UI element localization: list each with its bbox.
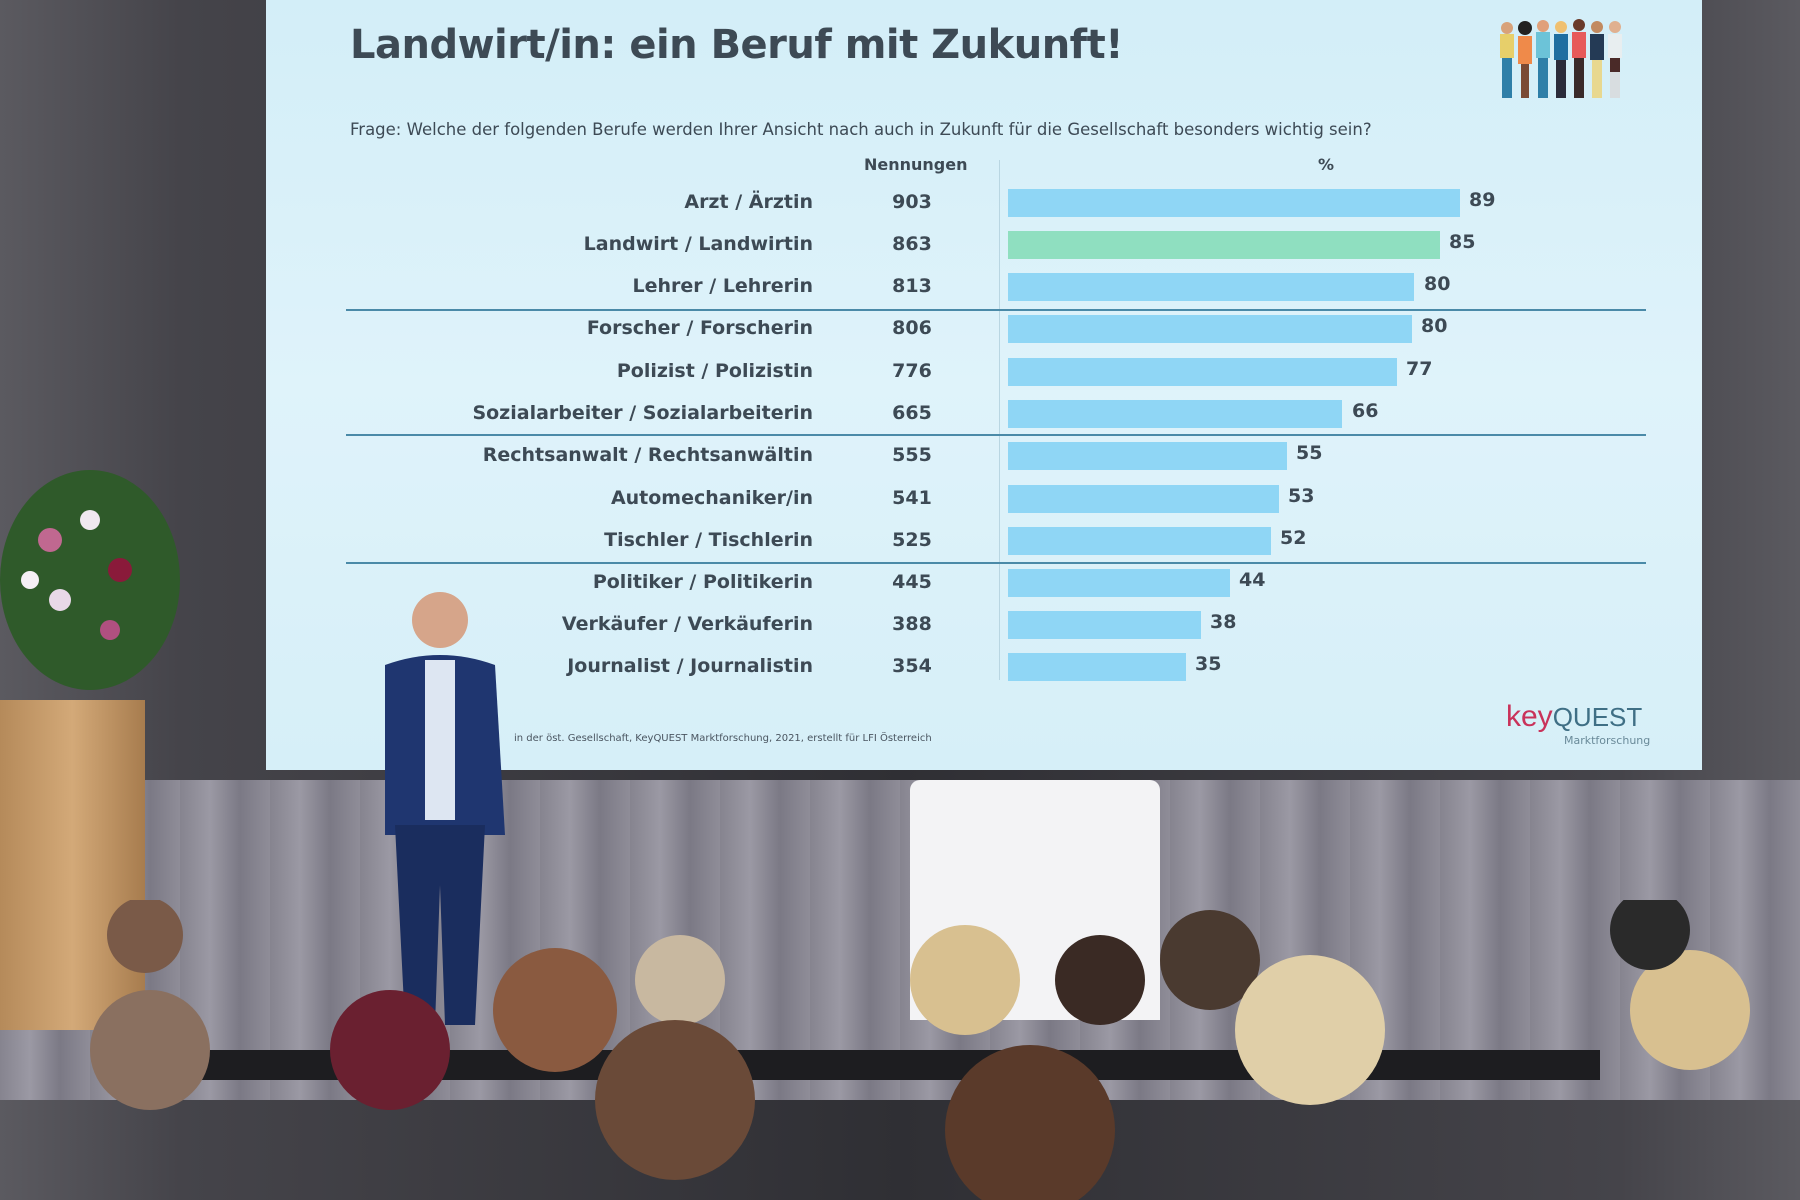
logo-quest-text: QUEST <box>1552 702 1643 732</box>
row-label: Journalist / Journalistin <box>567 655 813 677</box>
row-bar <box>1008 400 1342 428</box>
table-row: Sozialarbeiter / Sozialarbeiterin 665 66 <box>266 394 1702 436</box>
row-count: 354 <box>892 655 932 677</box>
row-label: Automechaniker/in <box>610 487 813 509</box>
row-bar <box>1008 442 1287 470</box>
table-row: Landwirt / Landwirtin 863 85 <box>266 225 1702 267</box>
group-separator <box>346 434 1646 436</box>
row-bar <box>1008 273 1414 301</box>
row-count: 776 <box>892 360 932 382</box>
row-count: 445 <box>892 571 932 593</box>
row-count: 555 <box>892 444 932 466</box>
column-header-count: Nennungen <box>864 155 968 174</box>
group-separator <box>346 309 1646 311</box>
row-bar <box>1008 485 1279 513</box>
slide-title: Landwirt/in: ein Beruf mit Zukunft! <box>350 22 1123 68</box>
row-percent: 77 <box>1406 358 1433 380</box>
row-bar <box>1008 527 1271 555</box>
row-label: Tischler / Tischlerin <box>604 529 813 551</box>
row-bar <box>1008 358 1397 386</box>
row-percent: 44 <box>1239 569 1266 591</box>
row-bar <box>1008 569 1230 597</box>
row-label: Sozialarbeiter / Sozialarbeiterin <box>472 402 813 424</box>
row-percent: 89 <box>1469 189 1496 211</box>
row-bar <box>1008 611 1201 639</box>
source-footnote: in der öst. Gesellschaft, KeyQUEST Markt… <box>514 733 932 744</box>
survey-question: Frage: Welche der folgenden Berufe werde… <box>350 120 1372 139</box>
row-bar <box>1008 653 1186 681</box>
row-count: 806 <box>892 317 932 339</box>
row-percent: 35 <box>1195 653 1222 675</box>
keyquest-logo: keyQUEST Marktforschung <box>1506 700 1650 747</box>
presentation-slide: Landwirt/in: ein Beruf mit Zukunft! Frag… <box>266 0 1702 770</box>
presenter-figure <box>385 592 505 1025</box>
row-count: 525 <box>892 529 932 551</box>
table-row: Politiker / Politikerin 445 44 <box>266 563 1702 605</box>
group-separator <box>346 562 1646 564</box>
table-row: Polizist / Polizistin 776 77 <box>266 352 1702 394</box>
row-label: Rechtsanwalt / Rechtsanwältin <box>482 444 813 466</box>
row-label: Polizist / Polizistin <box>616 360 813 382</box>
row-percent: 80 <box>1424 273 1451 295</box>
wooden-pillar <box>0 700 145 1030</box>
table-row: Tischler / Tischlerin 525 52 <box>266 521 1702 563</box>
logo-key-text: key <box>1506 700 1553 733</box>
audience-heads <box>90 900 1750 1200</box>
table-row: Journalist / Journalistin 354 35 <box>266 647 1702 689</box>
row-bar <box>1008 315 1412 343</box>
row-count: 541 <box>892 487 932 509</box>
row-label: Forscher / Forscherin <box>586 317 813 339</box>
row-count: 665 <box>892 402 932 424</box>
row-count: 388 <box>892 613 932 635</box>
row-percent: 85 <box>1449 231 1476 253</box>
row-label: Lehrer / Lehrerin <box>632 275 814 297</box>
row-count: 903 <box>892 191 932 213</box>
row-label: Verkäufer / Verkäuferin <box>561 613 813 635</box>
table-row: Verkäufer / Verkäuferin 388 38 <box>266 605 1702 647</box>
row-count: 863 <box>892 233 932 255</box>
flower-arrangement-icon <box>0 470 180 690</box>
row-percent: 66 <box>1352 400 1379 422</box>
row-count: 813 <box>892 275 932 297</box>
table-row: Arzt / Ärztin 903 89 <box>266 183 1702 225</box>
row-label: Arzt / Ärztin <box>684 191 813 213</box>
row-percent: 80 <box>1421 315 1448 337</box>
column-divider <box>999 160 1000 680</box>
table-row: Automechaniker/in 541 53 <box>266 479 1702 521</box>
table-row: Forscher / Forscherin 806 80 <box>266 309 1702 351</box>
row-bar <box>1008 189 1460 217</box>
row-percent: 53 <box>1288 485 1315 507</box>
column-header-percent: % <box>1318 155 1335 174</box>
logo-subtitle: Marktforschung <box>1564 734 1651 747</box>
row-percent: 55 <box>1296 442 1323 464</box>
row-label: Politiker / Politikerin <box>592 571 813 593</box>
row-percent: 52 <box>1280 527 1307 549</box>
people-illustration-icon <box>1500 19 1622 98</box>
table-row: Lehrer / Lehrerin 813 80 <box>266 267 1702 309</box>
row-bar-highlighted <box>1008 231 1440 259</box>
row-percent: 38 <box>1210 611 1237 633</box>
row-label: Landwirt / Landwirtin <box>583 233 813 255</box>
stage-curtain <box>0 780 1800 1100</box>
table-row: Rechtsanwalt / Rechtsanwältin 555 55 <box>266 436 1702 478</box>
